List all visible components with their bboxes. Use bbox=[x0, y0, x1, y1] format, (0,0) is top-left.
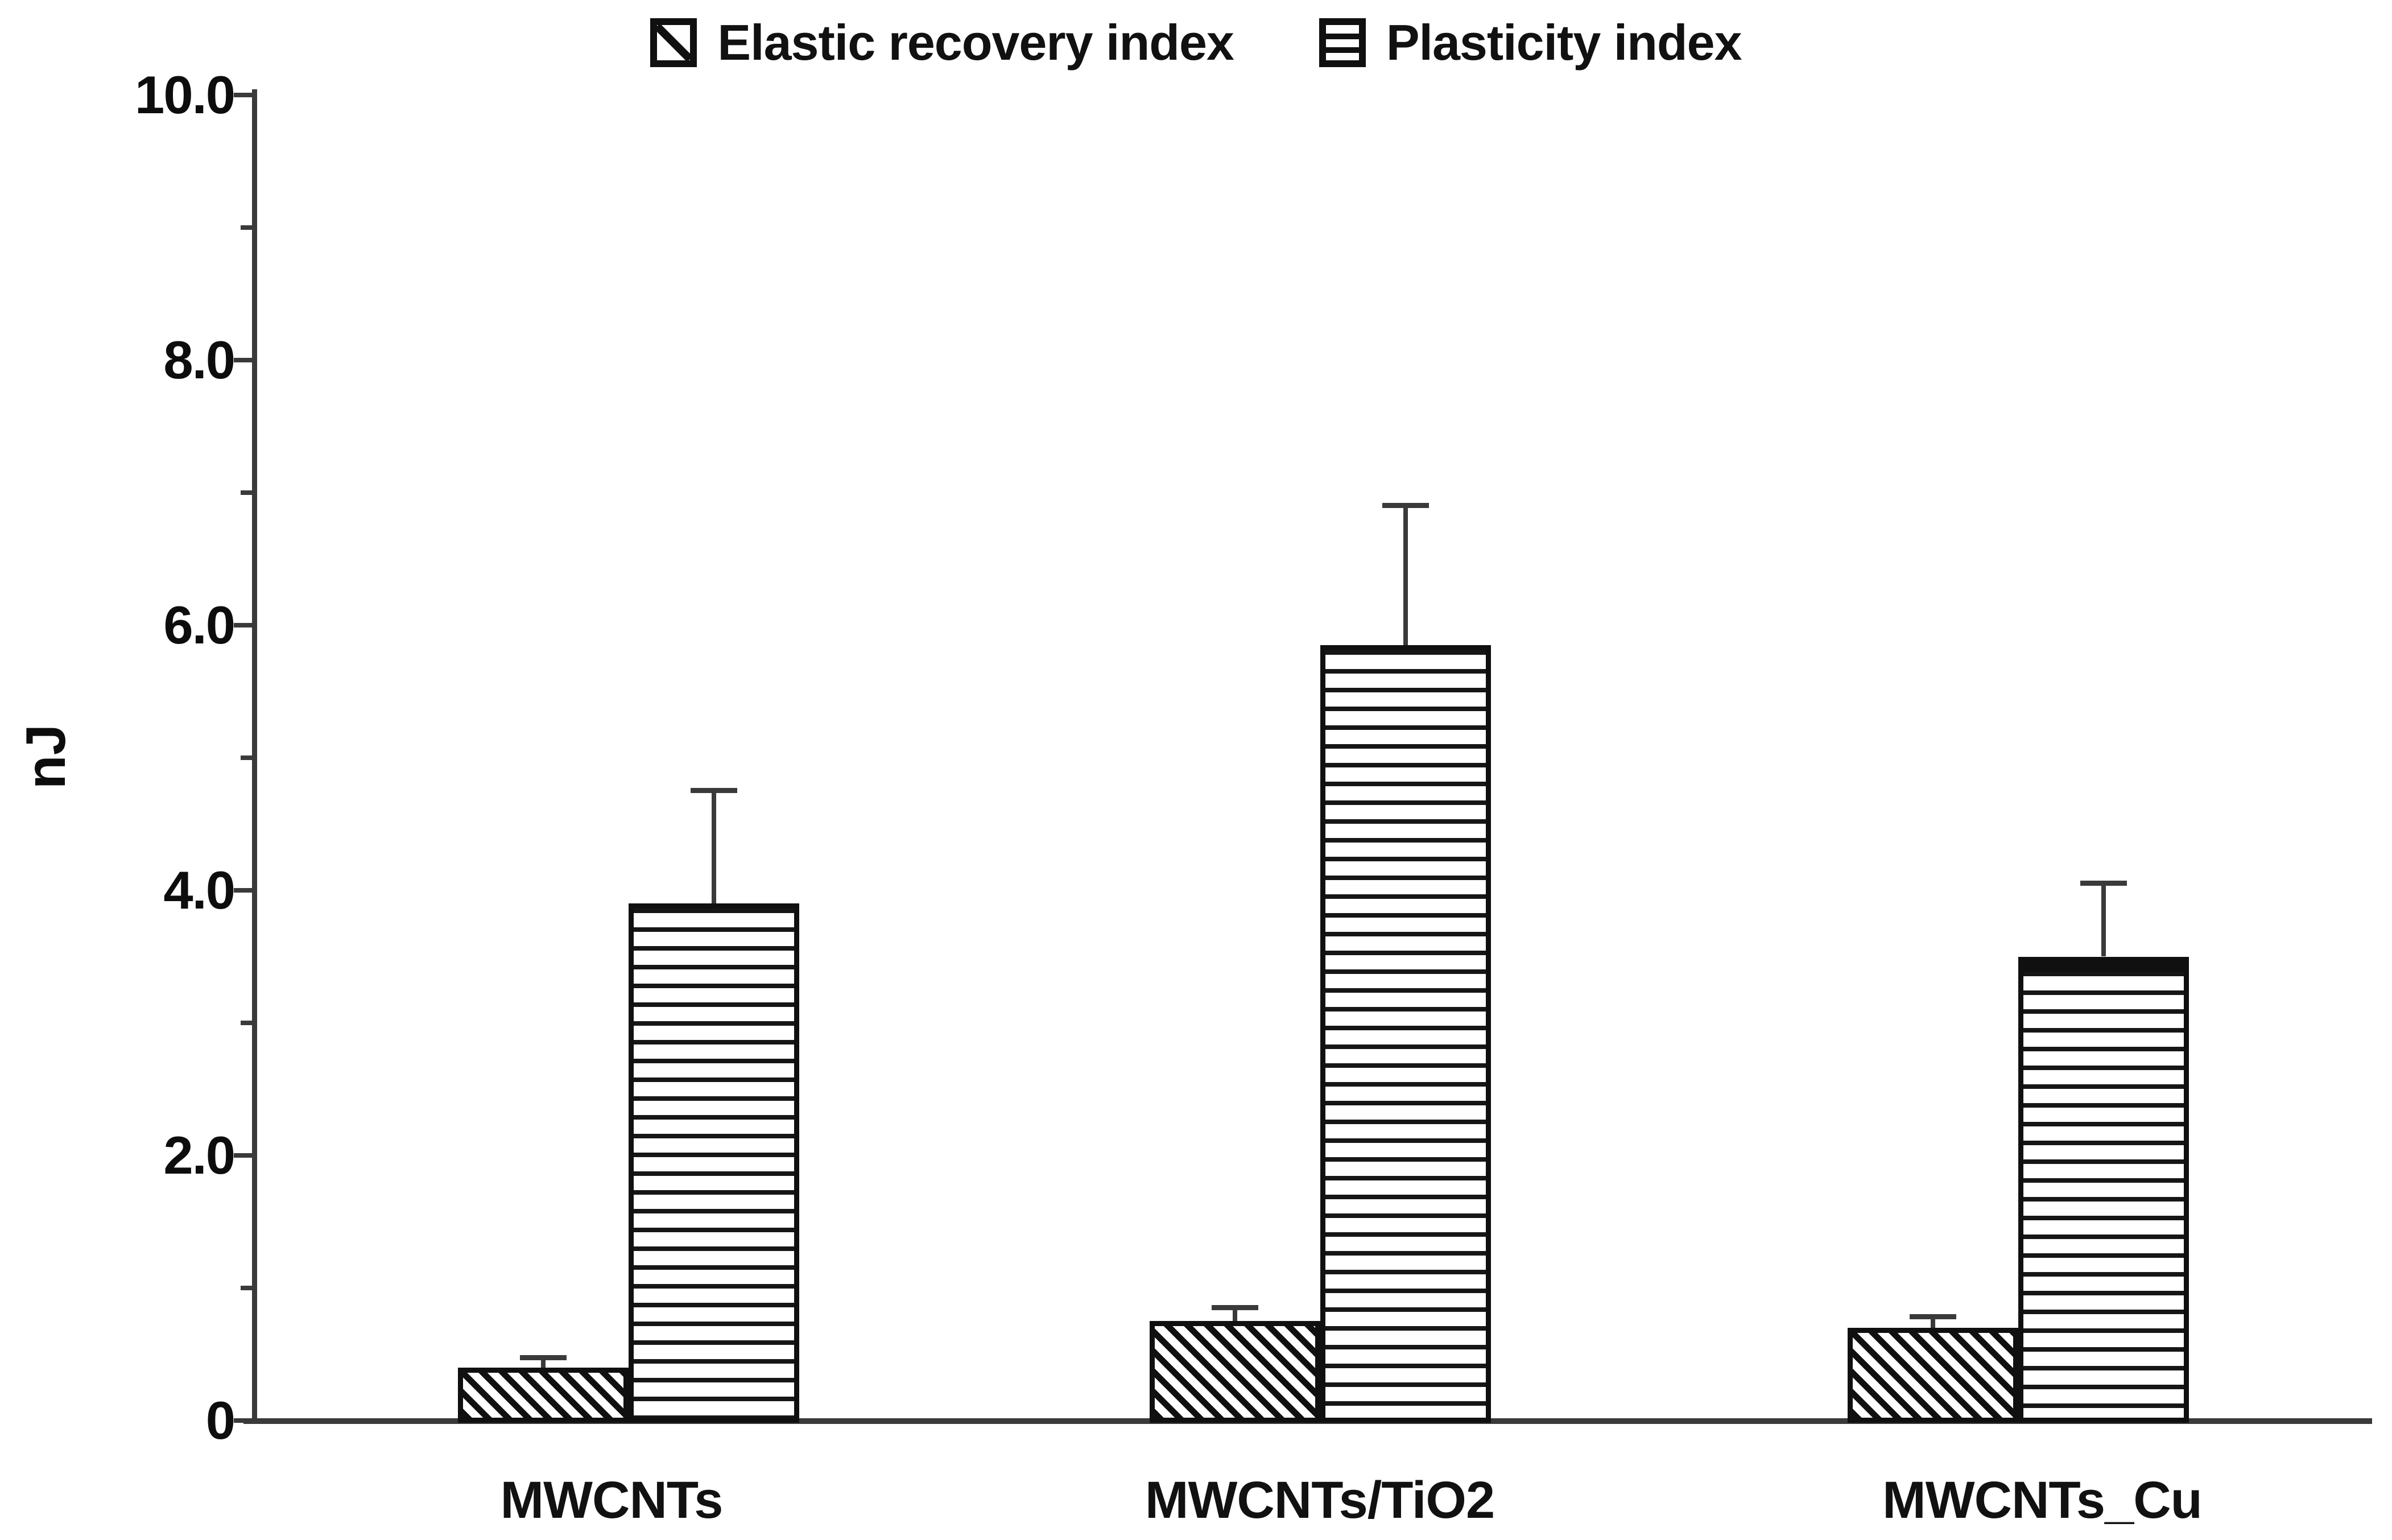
y-tick-major-10.0 bbox=[234, 93, 252, 97]
legend-item-plasticity-index: Plasticity index bbox=[1319, 14, 1742, 72]
y-tick-major-6.0 bbox=[234, 623, 252, 627]
y-tick-minor-1 bbox=[241, 1286, 252, 1290]
error-bar-stem-mwcnts-tio2-elastic-recovery-index bbox=[1233, 1307, 1237, 1322]
x-category-label-mwcnts-cu: MWCNTs_Cu bbox=[1882, 1471, 2203, 1529]
horizontal-lines-swatch-icon bbox=[1319, 18, 1366, 67]
y-axis-title: nJ bbox=[14, 724, 77, 790]
legend-item-elastic-recovery-index: Elastic recovery index bbox=[650, 14, 1234, 72]
error-bar-stem-mwcnts-cu-plasticity-index bbox=[2101, 883, 2106, 957]
legend-label-plasticity-index: Plasticity index bbox=[1386, 14, 1742, 71]
error-bar-stem-mwcnts-tio2-plasticity-index bbox=[1403, 506, 1408, 645]
error-bar-cap-mwcnts-tio2-elastic-recovery-index bbox=[1212, 1304, 1258, 1310]
bar-elastic-recovery-index-mwcnts-cu bbox=[1848, 1327, 2018, 1423]
y-tick-major-8.0 bbox=[234, 358, 252, 362]
y-tick-label-8.0: 8.0 bbox=[163, 330, 236, 390]
y-tick-label-2.0: 2.0 bbox=[163, 1125, 236, 1185]
error-bar-cap-mwcnts-cu-elastic-recovery-index bbox=[1910, 1314, 1956, 1320]
y-tick-label-0: 0 bbox=[205, 1390, 236, 1450]
bar-elastic-recovery-index-mwcnts-tio2 bbox=[1150, 1321, 1320, 1423]
error-bar-stem-mwcnts-plasticity-index bbox=[712, 791, 716, 904]
y-tick-major-2.0 bbox=[234, 1153, 252, 1158]
bar-plasticity-index-mwcnts-cu bbox=[2018, 956, 2189, 1423]
y-tick-major-4.0 bbox=[234, 888, 252, 893]
y-tick-major-0 bbox=[234, 1418, 252, 1423]
legend: Elastic recovery index Plasticity index bbox=[0, 9, 2392, 76]
error-bar-stem-mwcnts-elastic-recovery-index bbox=[541, 1358, 546, 1368]
bar-elastic-recovery-index-mwcnts bbox=[458, 1367, 629, 1423]
error-bar-cap-mwcnts-cu-plasticity-index bbox=[2080, 881, 2127, 886]
error-bar-cap-mwcnts-tio2-plasticity-index bbox=[1382, 503, 1429, 509]
error-bar-cap-mwcnts-elastic-recovery-index bbox=[520, 1355, 567, 1361]
y-tick-minor-5 bbox=[241, 755, 252, 760]
y-tick-minor-9 bbox=[241, 225, 252, 230]
y-tick-minor-7 bbox=[241, 490, 252, 495]
legend-label-elastic-recovery-index: Elastic recovery index bbox=[717, 14, 1234, 71]
x-category-label-mwcnts: MWCNTs bbox=[500, 1471, 724, 1529]
error-bar-stem-mwcnts-cu-elastic-recovery-index bbox=[1931, 1317, 1935, 1328]
x-category-label-mwcnts-tio2: MWCNTs/TiO2 bbox=[1145, 1471, 1495, 1529]
y-tick-label-6.0: 6.0 bbox=[163, 595, 236, 655]
bar-plasticity-index-mwcnts-tio2 bbox=[1320, 645, 1491, 1423]
y-axis-line bbox=[252, 89, 257, 1423]
bar-plasticity-index-mwcnts bbox=[629, 903, 799, 1423]
y-tick-label-4.0: 4.0 bbox=[163, 860, 236, 920]
y-tick-minor-3 bbox=[241, 1021, 252, 1025]
error-bar-cap-mwcnts-plasticity-index bbox=[691, 788, 737, 794]
diagonal-hatch-swatch-icon bbox=[650, 18, 697, 67]
y-tick-label-10.0: 10.0 bbox=[135, 65, 236, 125]
